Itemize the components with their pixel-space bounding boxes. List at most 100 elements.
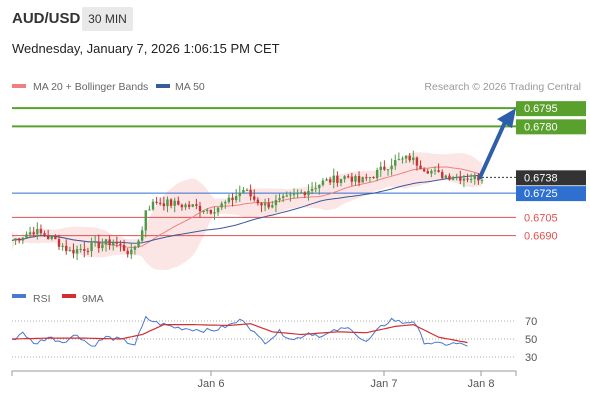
candle-body bbox=[253, 196, 256, 200]
candle-body bbox=[177, 200, 180, 205]
candle-body bbox=[72, 249, 75, 254]
candle-body bbox=[144, 210, 147, 231]
candle-body bbox=[343, 176, 346, 180]
candle-body bbox=[473, 174, 476, 180]
rsi-tick-1: 50 bbox=[525, 334, 537, 346]
candle-body bbox=[216, 207, 220, 213]
rsi-line bbox=[11, 315, 468, 347]
candle-body bbox=[430, 170, 433, 174]
candle-body bbox=[404, 155, 408, 159]
candle-body bbox=[462, 178, 466, 181]
candle-body bbox=[224, 202, 227, 204]
candle-body bbox=[292, 193, 296, 195]
candle-body bbox=[93, 241, 97, 243]
candle-body bbox=[285, 195, 288, 197]
forecast-arrow-head bbox=[497, 108, 516, 129]
candle-body bbox=[75, 249, 79, 254]
candle-body bbox=[260, 203, 263, 206]
candle-body bbox=[198, 205, 202, 212]
candle-body bbox=[28, 232, 32, 235]
candle-body bbox=[57, 239, 61, 247]
candle-body bbox=[234, 196, 238, 201]
candle-body bbox=[310, 188, 314, 191]
candle-body bbox=[36, 229, 39, 235]
candle-body bbox=[169, 199, 173, 206]
candle-body bbox=[444, 175, 448, 179]
candle-body bbox=[245, 189, 249, 191]
candle-body bbox=[390, 165, 393, 170]
chart-credit: Research © 2026 Trading Central bbox=[424, 81, 581, 93]
candle-body bbox=[159, 202, 162, 204]
candle-body bbox=[426, 171, 429, 174]
candle-body bbox=[303, 192, 307, 196]
level-label-4: 0.6705 bbox=[524, 212, 558, 224]
bollinger-band bbox=[12, 152, 482, 271]
candle-body bbox=[350, 176, 354, 182]
candle-body bbox=[274, 199, 278, 206]
legend-swatch-rsi-ma bbox=[62, 294, 76, 298]
candle-body bbox=[83, 249, 86, 251]
candle-body bbox=[202, 210, 205, 212]
candle-body bbox=[126, 250, 129, 255]
candle-body bbox=[137, 240, 140, 247]
candle-body bbox=[65, 245, 68, 251]
candle-body bbox=[296, 193, 299, 195]
legend-label-ma50: MA 50 bbox=[175, 81, 205, 93]
candle-body bbox=[379, 166, 382, 170]
chart-datetime: Wednesday, January 7, 2026 1:06:15 PM CE… bbox=[12, 41, 280, 56]
candle-body bbox=[339, 179, 343, 183]
candle-body bbox=[437, 170, 440, 172]
candle-body bbox=[119, 243, 122, 246]
candle-body bbox=[50, 236, 53, 240]
candle-body bbox=[448, 175, 451, 180]
candle-body bbox=[459, 176, 462, 181]
candle-body bbox=[415, 157, 419, 166]
candle-body bbox=[365, 177, 368, 179]
candle-body bbox=[328, 179, 332, 183]
chart-header: AUD/USD 30 MIN bbox=[0, 0, 590, 38]
x-tick-label-2: Jan 8 bbox=[468, 378, 495, 390]
candle-body bbox=[271, 205, 274, 208]
candle-body bbox=[130, 249, 133, 255]
candle-body bbox=[263, 203, 267, 206]
candle-body bbox=[104, 239, 108, 245]
candle-body bbox=[412, 157, 415, 161]
candle-body bbox=[375, 169, 379, 179]
candle-body bbox=[386, 169, 390, 171]
candle-body bbox=[90, 242, 93, 252]
candle-body bbox=[61, 245, 64, 247]
candle-body bbox=[187, 204, 191, 207]
candle-body bbox=[325, 179, 328, 181]
candle-body bbox=[25, 234, 28, 238]
candle-body bbox=[336, 175, 339, 183]
candle-body bbox=[289, 194, 292, 196]
candle-body bbox=[267, 203, 270, 208]
candle-body bbox=[394, 160, 397, 166]
level-label-5: 0.6690 bbox=[524, 231, 558, 243]
candle-body bbox=[354, 175, 357, 182]
candle-body bbox=[213, 212, 216, 214]
symbol-title: AUD/USD bbox=[12, 10, 81, 27]
candle-body bbox=[422, 169, 426, 172]
candle-body bbox=[433, 170, 437, 172]
candle-body bbox=[133, 246, 137, 250]
candle-body bbox=[191, 204, 194, 207]
ma50-line bbox=[11, 174, 483, 244]
candle-body bbox=[408, 155, 411, 161]
candle-body bbox=[231, 197, 234, 201]
candle-body bbox=[18, 238, 21, 241]
rsi-ma-line bbox=[11, 323, 468, 344]
candle-body bbox=[112, 242, 115, 246]
candle-body bbox=[180, 204, 184, 208]
level-label-1: 0.6780 bbox=[524, 121, 558, 133]
legend-swatch-rsi bbox=[12, 294, 26, 298]
candle-body bbox=[347, 176, 350, 178]
candle-body bbox=[480, 180, 484, 182]
candle-body bbox=[166, 199, 169, 207]
level-box-0 bbox=[516, 101, 586, 117]
candle-body bbox=[206, 209, 209, 211]
level-box-2 bbox=[516, 170, 586, 186]
candle-body bbox=[39, 229, 43, 234]
candle-body bbox=[79, 249, 82, 251]
timeframe-button[interactable]: 30 MIN bbox=[82, 7, 133, 31]
